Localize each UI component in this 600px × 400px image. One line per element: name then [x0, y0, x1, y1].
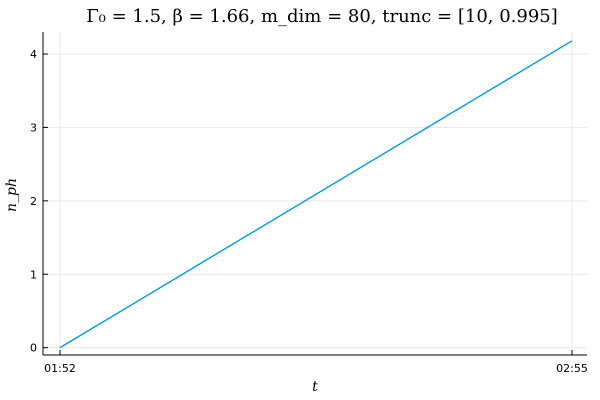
x-axis-label: t [312, 379, 318, 395]
y-tick-label: 2 [30, 195, 37, 208]
series-line [59, 40, 573, 349]
grid-lines [43, 32, 587, 355]
series-layer [59, 40, 573, 349]
y-tick-label: 0 [30, 342, 37, 355]
chart-title: Γ₀ = 1.5, β = 1.66, m_dim = 80, trunc = … [86, 6, 558, 27]
x-axis-ticks: 01:52 02:55 [44, 350, 588, 375]
x-tick-label: 02:55 [556, 362, 588, 375]
y-tick-label: 4 [30, 48, 37, 61]
y-axis-label: n_ph [4, 178, 20, 212]
x-tick-label: 01:52 [44, 362, 76, 375]
y-tick-label: 1 [30, 268, 37, 281]
y-axis-ticks: 0 1 2 3 4 [30, 48, 48, 355]
y-tick-label: 3 [30, 121, 37, 134]
